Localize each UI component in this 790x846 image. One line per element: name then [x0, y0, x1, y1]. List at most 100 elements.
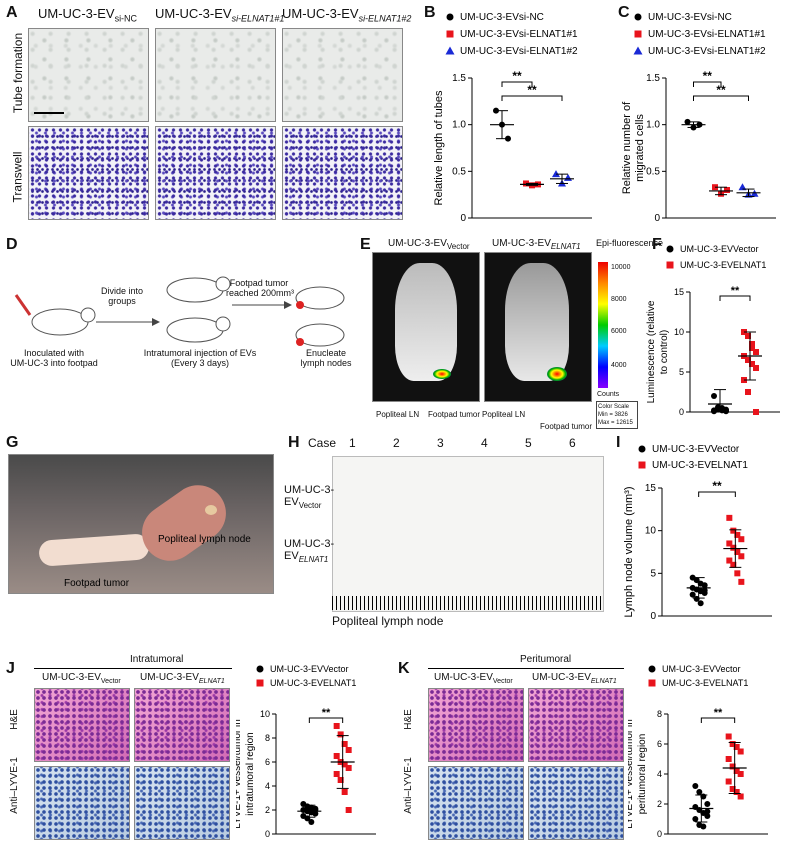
color-scale-bar — [598, 262, 608, 388]
chart-i: 0 5 10 15 Lymph node volume (mm³) UM-UC-3-EVV… — [623, 444, 772, 622]
data-point — [711, 408, 717, 415]
legend-marker — [446, 30, 454, 38]
schematic-d — [14, 276, 345, 347]
micrograph-lyve1 — [528, 766, 624, 840]
legend-marker — [256, 679, 264, 687]
data-point — [564, 173, 572, 181]
image-title: UM-UC-3-EVELNAT1 — [492, 238, 581, 251]
scale-tick: 4000 — [611, 362, 627, 369]
chart-c: 0 0.5 1.0 1.5 Relative number ofmigrated cel… — [621, 12, 776, 224]
mouse-icon — [166, 316, 231, 343]
y-tick-label: 1.5 — [452, 73, 466, 84]
significance-label: ** — [716, 83, 726, 97]
col-title: UM-UC-3-EVVector — [434, 672, 513, 685]
data-point — [729, 786, 736, 792]
row-label: H&E — [402, 709, 414, 730]
step-text: Inoculated with UM-UC-3 into footpad — [10, 348, 98, 368]
legend-entry: UM-UC-3-EVsi-ELNAT1#2 — [460, 46, 578, 57]
data-point — [345, 747, 352, 753]
annotation: Footpad tumor — [64, 578, 130, 589]
y-tick-label: 0.5 — [452, 166, 466, 177]
data-point — [734, 570, 741, 577]
data-point — [696, 789, 703, 795]
y-tick-label: 5 — [679, 367, 684, 377]
y-tick-label: 8 — [657, 709, 662, 719]
significance-bracket — [719, 295, 751, 301]
data-point — [745, 333, 751, 339]
panel-label-b: B — [424, 4, 436, 21]
y-tick-label: 2 — [657, 799, 662, 809]
panel-label-a: A — [6, 4, 18, 21]
data-point — [689, 591, 696, 598]
micrograph-lyve1 — [34, 766, 130, 840]
row-label: Transwell — [10, 151, 25, 203]
case-number: 1 — [349, 436, 356, 450]
scale-tick: 10000 — [611, 264, 631, 271]
data-point — [745, 389, 751, 395]
legend-entry: UM-UC-3-EVsi-NC — [460, 12, 544, 23]
panel-label-j: J — [6, 660, 15, 677]
data-point — [726, 540, 733, 547]
y-tick-label: 4 — [657, 769, 662, 779]
y-tick-label: 0.5 — [646, 166, 660, 177]
case-number: 2 — [393, 436, 400, 450]
micrograph-tube — [28, 28, 149, 122]
legend-marker — [634, 30, 642, 38]
legend-entry: UM-UC-3-EVELNAT1 — [662, 678, 748, 688]
significance-bracket — [501, 81, 533, 87]
y-tick-label: 4 — [265, 781, 270, 791]
scale-bar — [34, 112, 64, 114]
row-label: UM-UC-3- EVVector — [284, 484, 335, 511]
annotation: Footpad tumor — [428, 410, 481, 419]
case-number: 6 — [569, 436, 576, 450]
significance-bracket — [501, 95, 563, 101]
data-point — [312, 805, 319, 812]
mouse-icon — [166, 276, 231, 303]
mouse-icon — [295, 286, 345, 310]
y-tick-label: 10 — [260, 709, 270, 719]
row-label: Anti–LYVE-1 — [402, 757, 414, 814]
chart-b: 0 0.5 1.0 1.5 Relative length of tubes UM-UC-… — [433, 12, 592, 224]
col-title: UM-UC-3-EVELNAT1 — [532, 672, 617, 685]
legend-marker — [638, 461, 646, 469]
data-point — [753, 409, 759, 415]
data-point — [730, 544, 737, 551]
data-point — [753, 365, 759, 371]
data-point — [726, 514, 733, 521]
legend-marker — [666, 245, 674, 253]
y-tick-label: 15 — [674, 287, 684, 297]
color-scale-box: Color Scale Min = 3826 Max = 12615 — [596, 401, 638, 429]
panel-label-g: G — [6, 434, 19, 451]
panel-label-k: K — [398, 660, 410, 677]
y-tick-label: 1.0 — [452, 120, 466, 131]
micrograph-transwell — [155, 126, 276, 220]
micrograph-he — [34, 688, 130, 762]
data-point — [345, 765, 352, 771]
scale-tick: 6000 — [611, 328, 627, 335]
data-point — [704, 808, 711, 815]
significance-label: ** — [703, 69, 713, 83]
y-tick-label: 0 — [657, 829, 662, 839]
y-axis-label: Relative number ofmigrated cells — [621, 101, 646, 194]
scale-tick: 8000 — [611, 296, 627, 303]
annotation: Popliteal lymph node — [158, 534, 251, 545]
y-axis-label: LYVE-1+ vessel/tumor inintratumoral regi… — [236, 719, 256, 829]
data-point — [337, 777, 344, 783]
panel-label-h: H — [288, 434, 300, 451]
col-title: UM-UC-3-EVVector — [42, 672, 121, 685]
data-point — [312, 810, 319, 817]
row-label: UM-UC-3- EVELNAT1 — [284, 538, 335, 565]
legend-marker — [445, 46, 455, 55]
legend-entry: UM-UC-3-EVVector — [662, 664, 741, 674]
scale-unit: Counts — [597, 391, 620, 398]
chart-j: 0 2 4 6 8 10 LYVE-1+ vessel/tumor inintratumor… — [236, 664, 376, 839]
data-point — [725, 778, 732, 785]
data-point — [738, 183, 747, 191]
y-tick-label: 10 — [645, 526, 657, 537]
ruler — [332, 596, 604, 610]
divider — [428, 668, 624, 669]
case-label: Case — [308, 436, 337, 450]
y-tick-label: 5 — [650, 568, 656, 579]
case-number: 4 — [481, 436, 488, 450]
legend-marker — [648, 665, 656, 673]
